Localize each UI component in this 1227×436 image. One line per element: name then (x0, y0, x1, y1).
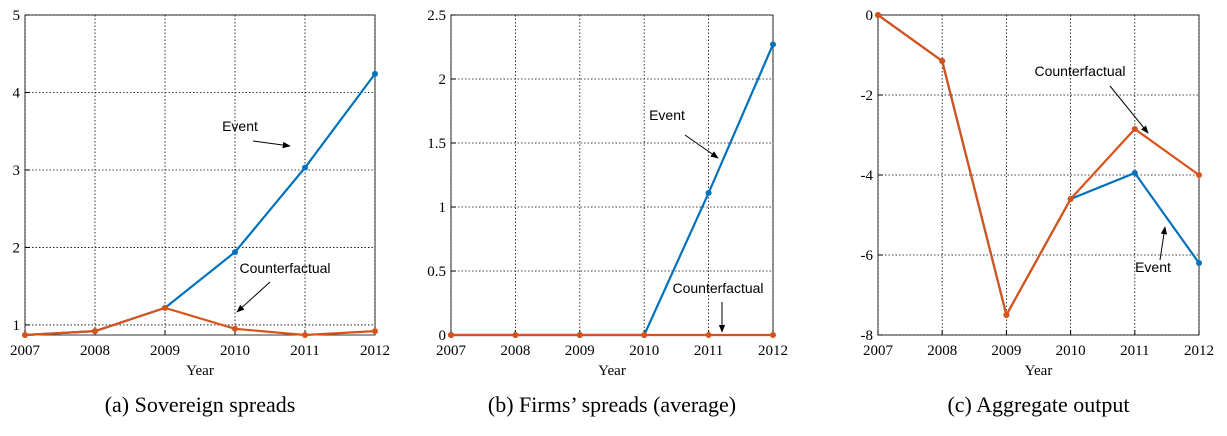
annotation-arrow (236, 281, 271, 313)
x-tick-label: 2009 (150, 343, 180, 359)
data-point (448, 332, 454, 338)
annotation: Counterfactual (1034, 63, 1125, 79)
data-point (302, 332, 308, 338)
series-line (877, 14, 1200, 318)
data-point (875, 12, 881, 18)
y-tick-label: 3 (13, 163, 21, 179)
annotation-arrow (252, 140, 291, 149)
y-tick-label: -2 (861, 88, 874, 104)
caption: (c) Aggregate output (947, 392, 1129, 417)
x-tick-label: 2010 (220, 343, 250, 359)
data-point (641, 332, 648, 338)
data-point (1196, 260, 1202, 266)
data-point (372, 70, 378, 77)
annotation: Event (222, 118, 258, 134)
y-tick-label: 1 (439, 200, 447, 216)
caption: (a) Sovereign spreads (105, 392, 296, 417)
data-point (939, 58, 946, 64)
data-point (232, 249, 238, 256)
data-point (162, 304, 168, 311)
annotation: Counterfactual (239, 260, 330, 276)
x-axis-label: Year (1025, 363, 1053, 379)
data-point (705, 189, 712, 196)
annotation: Event (1135, 259, 1171, 275)
data-point (1131, 126, 1138, 132)
data-point (232, 325, 238, 332)
data-point (22, 332, 28, 338)
x-tick-label: 2010 (1056, 343, 1086, 359)
annotation-arrow (684, 134, 719, 159)
y-tick-label: 0 (866, 8, 874, 24)
data-point (1196, 172, 1202, 178)
annotation: Counterfactual (672, 280, 763, 296)
x-tick-label: 2012 (758, 343, 788, 359)
data-point (1003, 312, 1010, 318)
x-tick-label: 2008 (927, 343, 957, 359)
data-point (512, 332, 519, 338)
data-point (1067, 196, 1074, 202)
x-tick-label: 2009 (991, 343, 1021, 359)
y-tick-label: -4 (861, 168, 874, 184)
data-point (372, 328, 378, 335)
x-tick-label: 2007 (10, 343, 41, 359)
y-tick-label: 1.5 (427, 136, 446, 152)
y-tick-label: 4 (13, 85, 21, 101)
y-tick-label: -8 (861, 328, 874, 344)
x-tick-label: 2012 (360, 343, 390, 359)
data-point (576, 332, 583, 338)
y-tick-label: 2 (13, 240, 21, 256)
x-tick-label: 2008 (500, 343, 530, 359)
annotation-arrow (1109, 85, 1149, 134)
x-tick-label: 2012 (1184, 343, 1214, 359)
x-tick-label: 2011 (290, 343, 319, 359)
data-point (770, 332, 776, 338)
y-tick-label: 1 (13, 318, 21, 334)
x-tick-label: 2008 (80, 343, 110, 359)
series-line (24, 73, 376, 337)
y-tick-label: 2 (439, 72, 447, 88)
x-tick-label: 2009 (565, 343, 595, 359)
data-point (770, 41, 776, 48)
data-point (705, 332, 712, 338)
x-axis-label: Year (186, 363, 214, 379)
data-point (302, 164, 308, 171)
data-point (1131, 170, 1138, 176)
x-tick-label: 2010 (629, 343, 659, 359)
series-line (24, 306, 376, 337)
x-tick-label: 2011 (694, 343, 723, 359)
x-tick-label: 2011 (1120, 343, 1149, 359)
caption: (b) Firms’ spreads (average) (488, 392, 736, 417)
y-tick-label: 5 (13, 8, 21, 24)
y-tick-label: 2.5 (427, 8, 446, 24)
y-tick-label: 0 (439, 328, 447, 344)
data-point (92, 328, 98, 335)
plot-frame (24, 14, 376, 336)
x-tick-label: 2007 (863, 343, 894, 359)
y-tick-label: -6 (861, 248, 874, 264)
annotation: Event (649, 107, 685, 123)
x-tick-label: 2007 (436, 343, 467, 359)
annotation-arrow (1159, 226, 1168, 261)
x-axis-label: Year (598, 363, 626, 379)
y-tick-label: 0.5 (427, 264, 446, 280)
